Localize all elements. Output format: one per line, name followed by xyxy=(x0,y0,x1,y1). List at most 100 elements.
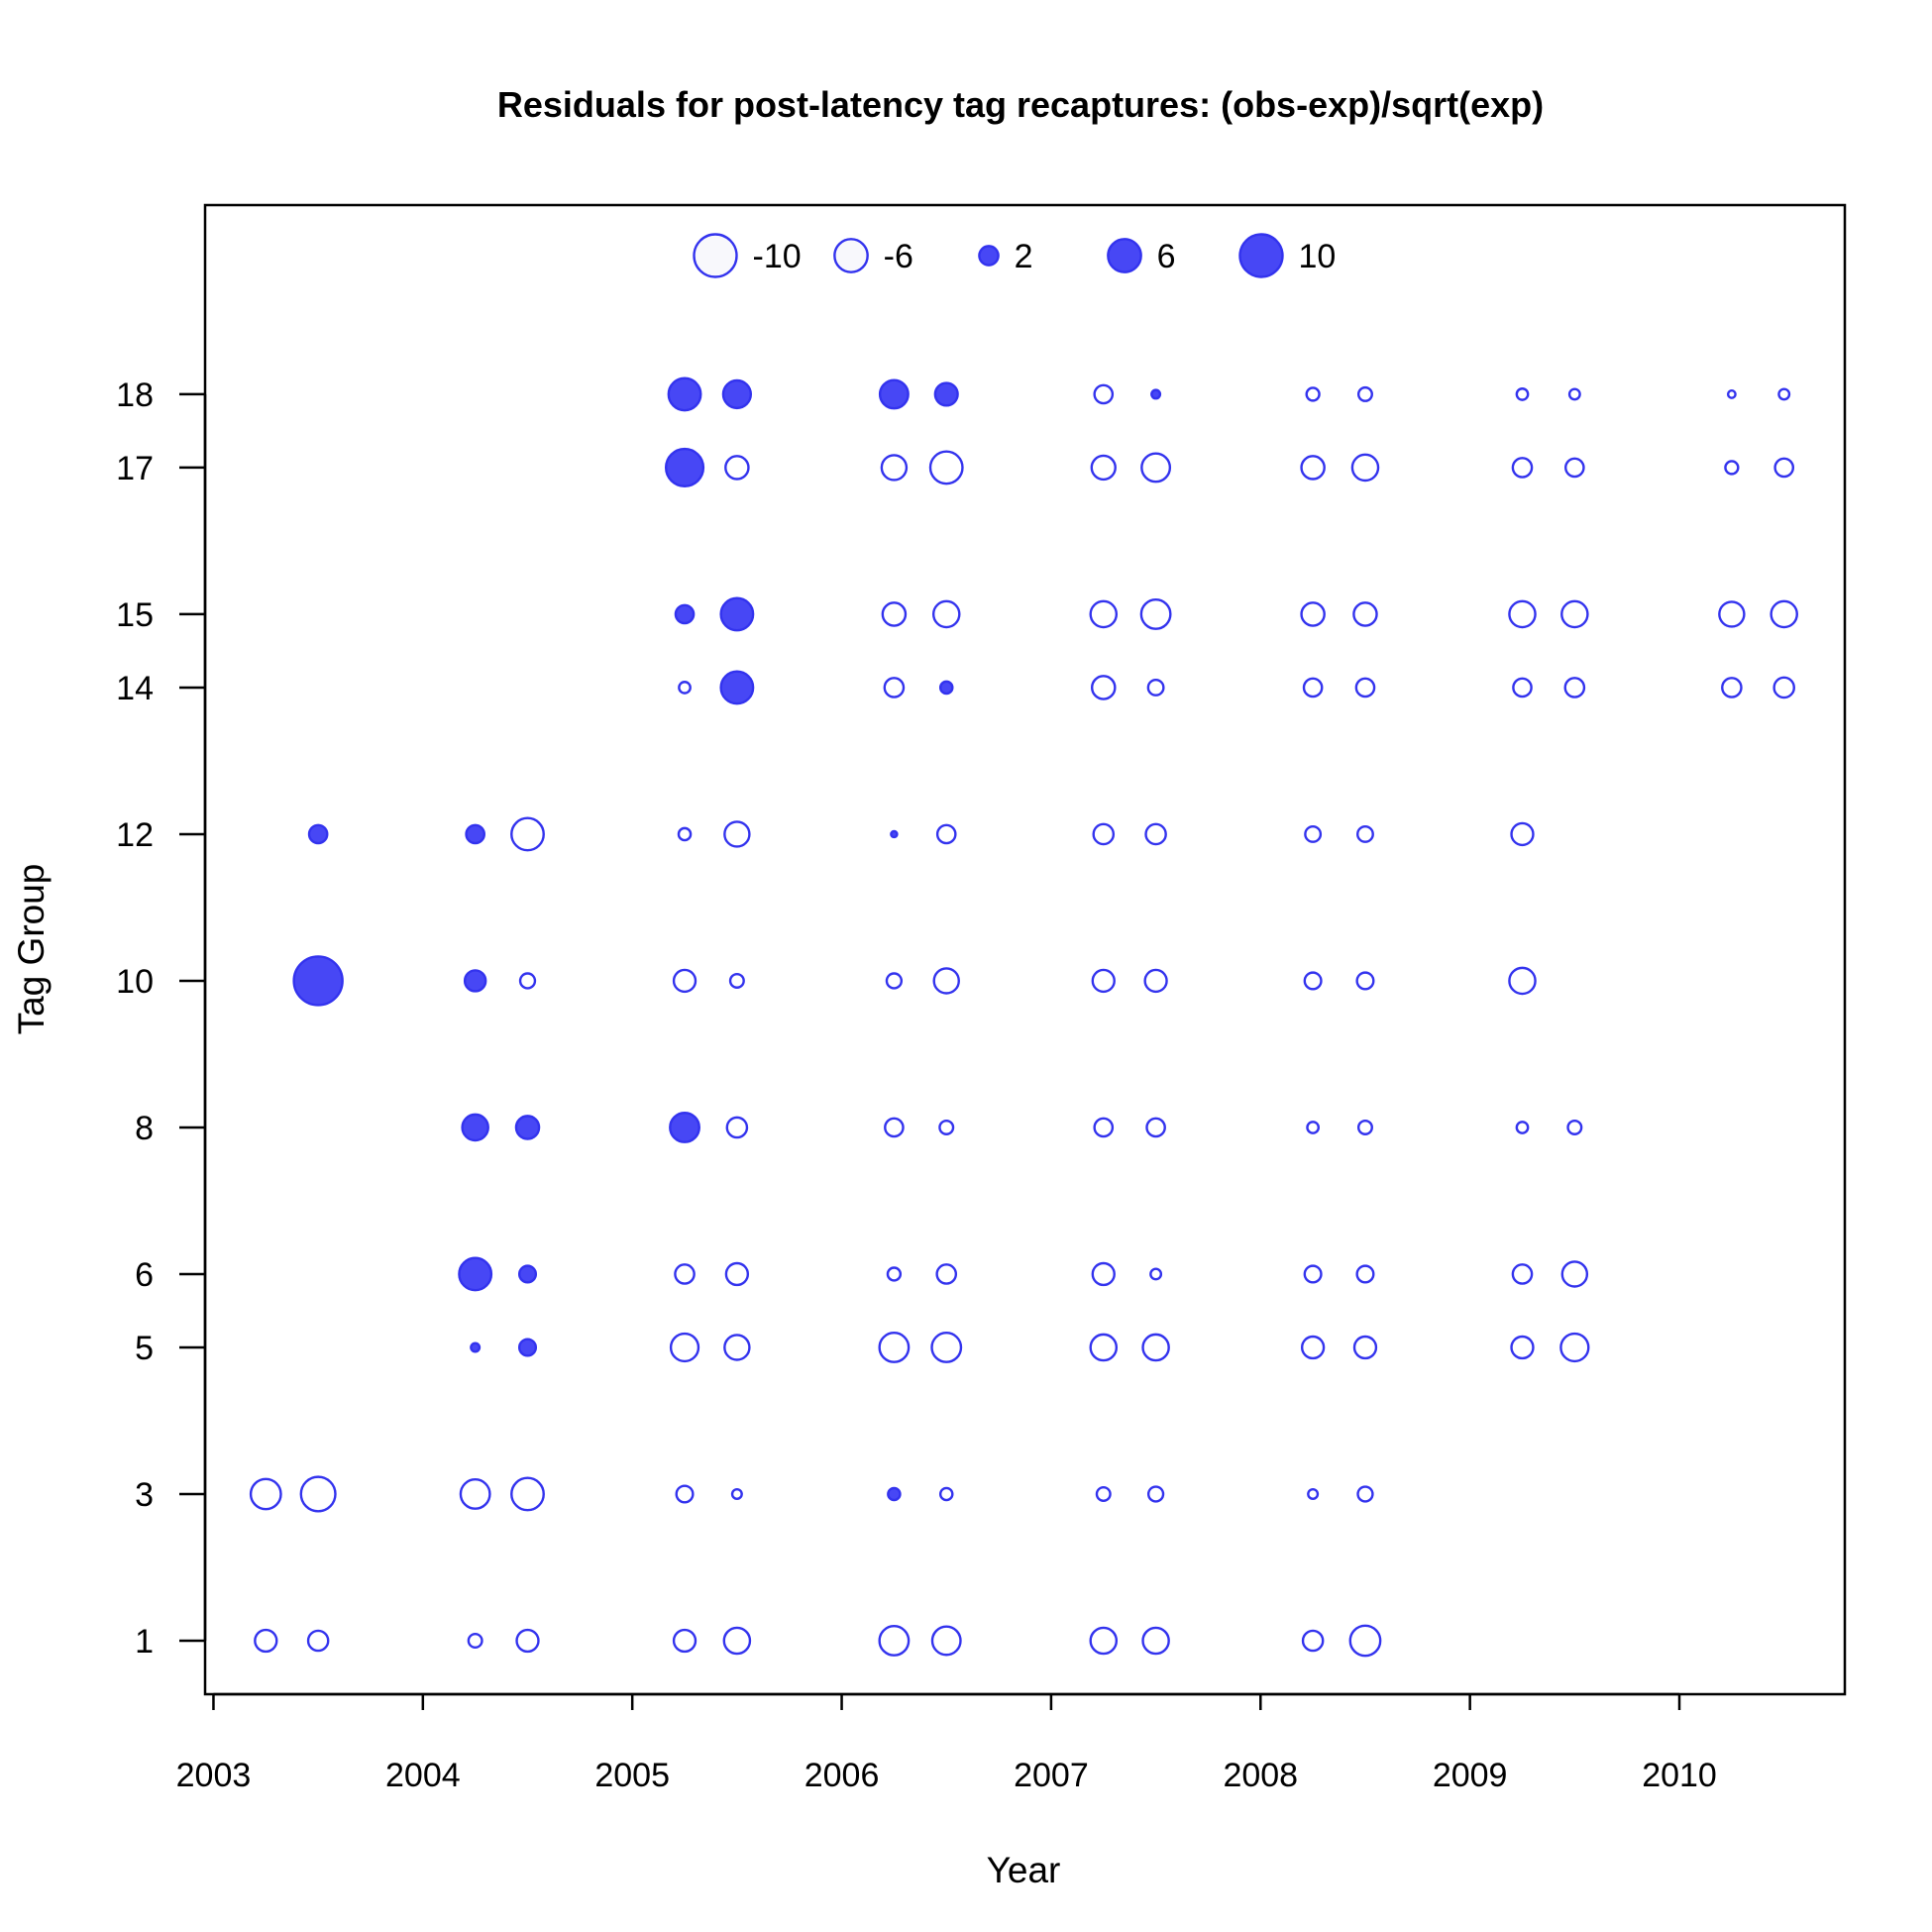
legend-label: 10 xyxy=(1299,238,1337,275)
y-tick-label: 17 xyxy=(116,450,154,487)
data-point xyxy=(458,1256,493,1292)
data-point xyxy=(517,1338,538,1357)
data-point xyxy=(931,599,961,629)
data-point xyxy=(880,454,909,482)
data-point xyxy=(1356,385,1373,402)
data-point xyxy=(1512,677,1533,698)
data-point xyxy=(514,1115,541,1140)
data-point xyxy=(518,972,537,990)
data-point xyxy=(674,1263,696,1285)
data-point xyxy=(1511,457,1534,479)
data-point xyxy=(1090,675,1117,700)
data-point xyxy=(677,826,693,842)
data-point xyxy=(674,603,696,625)
y-tick-label: 1 xyxy=(135,1623,154,1661)
data-point xyxy=(721,378,753,410)
data-point xyxy=(1515,1121,1530,1134)
data-point xyxy=(672,968,698,994)
data-point xyxy=(935,1263,958,1285)
data-point xyxy=(1777,387,1791,401)
legend-symbol xyxy=(978,245,1000,267)
data-point xyxy=(1563,677,1586,698)
x-tick-label: 2008 xyxy=(1223,1757,1298,1794)
x-tick-label: 2005 xyxy=(594,1757,670,1794)
data-point xyxy=(1095,1485,1112,1502)
data-point xyxy=(719,670,755,705)
data-point xyxy=(1303,1264,1323,1284)
data-point xyxy=(1726,389,1737,399)
data-point xyxy=(1356,1119,1373,1135)
data-point xyxy=(935,823,957,845)
data-point xyxy=(1140,452,1172,483)
data-point xyxy=(1772,676,1795,699)
data-point xyxy=(1773,457,1795,479)
data-point xyxy=(728,972,745,989)
data-point xyxy=(1145,1117,1166,1138)
data-point xyxy=(510,816,545,852)
data-point xyxy=(470,1342,482,1353)
data-point xyxy=(724,455,750,481)
data-point xyxy=(1304,824,1323,843)
data-point xyxy=(1093,1117,1115,1138)
data-point xyxy=(1567,387,1581,401)
data-point xyxy=(1354,677,1376,698)
data-point xyxy=(254,1628,278,1654)
data-point xyxy=(1355,1264,1375,1284)
x-tick-label: 2006 xyxy=(805,1757,880,1794)
data-point xyxy=(292,955,344,1007)
legend-label: -10 xyxy=(753,238,802,275)
data-point xyxy=(306,1629,330,1653)
data-point xyxy=(1306,1121,1321,1134)
data-point xyxy=(1355,971,1375,991)
data-point xyxy=(1770,599,1798,629)
data-point xyxy=(878,1625,911,1657)
data-point xyxy=(1091,968,1116,994)
data-point xyxy=(878,378,910,410)
data-point xyxy=(932,967,960,995)
data-point xyxy=(672,1628,698,1654)
data-point xyxy=(1141,1333,1170,1362)
data-point xyxy=(1510,1335,1535,1360)
data-point xyxy=(928,450,964,485)
data-point xyxy=(1300,601,1326,627)
legend-symbol xyxy=(1238,233,1284,278)
data-point xyxy=(1352,601,1378,627)
data-point xyxy=(669,1112,700,1143)
data-point xyxy=(1303,971,1323,991)
data-point xyxy=(667,376,702,412)
data-point xyxy=(1150,388,1162,400)
data-point xyxy=(1560,1260,1589,1288)
data-point xyxy=(1559,1332,1590,1363)
data-point xyxy=(1356,1485,1374,1503)
data-point xyxy=(722,1626,752,1656)
x-tick-label: 2007 xyxy=(1014,1757,1089,1794)
data-point xyxy=(878,1332,911,1363)
data-point xyxy=(890,829,899,839)
y-tick-label: 3 xyxy=(135,1476,154,1514)
legend-label: 6 xyxy=(1157,238,1176,275)
legend-label: 2 xyxy=(1015,238,1033,275)
data-point xyxy=(1300,1335,1326,1360)
data-point xyxy=(1508,966,1537,996)
legend-label: -6 xyxy=(884,238,913,275)
data-point xyxy=(459,1478,491,1510)
data-point xyxy=(1146,678,1165,697)
data-point xyxy=(938,680,954,696)
data-point xyxy=(299,1475,337,1513)
data-point xyxy=(1141,1626,1170,1656)
x-tick-label: 2003 xyxy=(176,1757,252,1794)
data-point xyxy=(463,969,487,993)
data-point xyxy=(1352,1335,1378,1360)
data-point xyxy=(1566,1119,1583,1135)
data-point xyxy=(1515,387,1530,401)
data-point xyxy=(933,381,959,407)
data-point xyxy=(1300,455,1326,481)
data-point xyxy=(724,1261,750,1287)
y-tick-label: 8 xyxy=(135,1110,154,1147)
chart-title: Residuals for post-latency tag recapture… xyxy=(497,84,1544,125)
data-point xyxy=(1305,386,1321,402)
legend-symbol xyxy=(1107,238,1142,273)
data-point xyxy=(881,601,908,627)
x-tick-label: 2010 xyxy=(1642,1757,1717,1794)
